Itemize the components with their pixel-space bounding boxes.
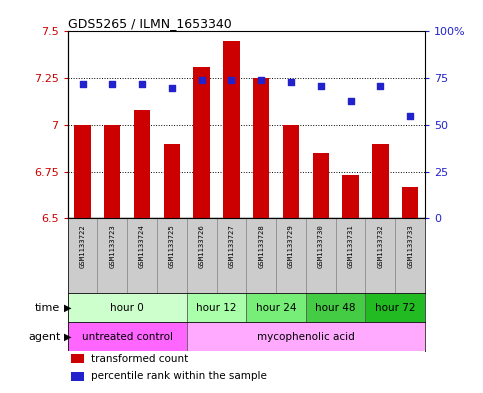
Bar	[68, 219, 98, 293]
Text: ▶: ▶	[64, 332, 71, 342]
Text: hour 48: hour 48	[315, 303, 356, 313]
Bar	[134, 110, 150, 219]
Text: agent: agent	[28, 332, 60, 342]
Bar	[336, 219, 366, 293]
Text: hour 0: hour 0	[110, 303, 144, 313]
Text: mycophenolic acid: mycophenolic acid	[257, 332, 355, 342]
Bar	[306, 293, 366, 322]
Text: GSM1133732: GSM1133732	[377, 224, 384, 268]
Text: GSM1133730: GSM1133730	[318, 224, 324, 268]
Text: GSM1133724: GSM1133724	[139, 224, 145, 268]
Text: GDS5265 / ILMN_1653340: GDS5265 / ILMN_1653340	[68, 17, 231, 30]
Text: time: time	[35, 303, 60, 313]
Bar	[187, 293, 246, 322]
Bar	[194, 67, 210, 219]
Point	[227, 77, 235, 83]
Bar	[74, 125, 91, 219]
Text: hour 12: hour 12	[196, 303, 237, 313]
Bar	[253, 78, 270, 219]
Bar	[98, 219, 127, 293]
Text: hour 72: hour 72	[375, 303, 415, 313]
Bar	[246, 219, 276, 293]
Text: transformed count: transformed count	[91, 354, 188, 364]
Text: GSM1133728: GSM1133728	[258, 224, 264, 268]
Bar	[366, 219, 395, 293]
Text: hour 24: hour 24	[256, 303, 297, 313]
Text: untreated control: untreated control	[82, 332, 173, 342]
Text: ▶: ▶	[64, 303, 71, 313]
Point	[287, 79, 295, 85]
Text: percentile rank within the sample: percentile rank within the sample	[91, 371, 267, 381]
Bar	[68, 322, 187, 351]
Point	[168, 84, 176, 91]
Bar	[71, 371, 84, 381]
Bar	[306, 219, 336, 293]
Bar	[127, 219, 157, 293]
Point	[108, 81, 116, 87]
Bar	[342, 175, 359, 219]
Point	[198, 77, 206, 83]
Text: GSM1133729: GSM1133729	[288, 224, 294, 268]
Text: GSM1133725: GSM1133725	[169, 224, 175, 268]
Bar	[223, 41, 240, 219]
Text: GSM1133731: GSM1133731	[348, 224, 354, 268]
Point	[347, 97, 355, 104]
Bar	[276, 219, 306, 293]
Text: GSM1133722: GSM1133722	[80, 224, 85, 268]
Point	[257, 77, 265, 83]
Point	[317, 83, 325, 89]
Bar	[71, 354, 84, 364]
Point	[377, 83, 384, 89]
Point	[79, 81, 86, 87]
Bar	[187, 322, 425, 351]
Bar	[104, 125, 120, 219]
Text: GSM1133723: GSM1133723	[109, 224, 115, 268]
Point	[406, 112, 414, 119]
Bar	[157, 219, 187, 293]
Bar	[283, 125, 299, 219]
Text: GSM1133727: GSM1133727	[228, 224, 234, 268]
Bar	[366, 293, 425, 322]
Bar	[313, 153, 329, 219]
Bar	[164, 144, 180, 219]
Text: GSM1133726: GSM1133726	[199, 224, 205, 268]
Bar	[395, 219, 425, 293]
Bar	[372, 144, 388, 219]
Bar	[246, 293, 306, 322]
Bar	[216, 219, 246, 293]
Bar	[68, 293, 187, 322]
Bar	[402, 187, 418, 219]
Point	[138, 81, 146, 87]
Bar	[187, 219, 216, 293]
Text: GSM1133733: GSM1133733	[407, 224, 413, 268]
